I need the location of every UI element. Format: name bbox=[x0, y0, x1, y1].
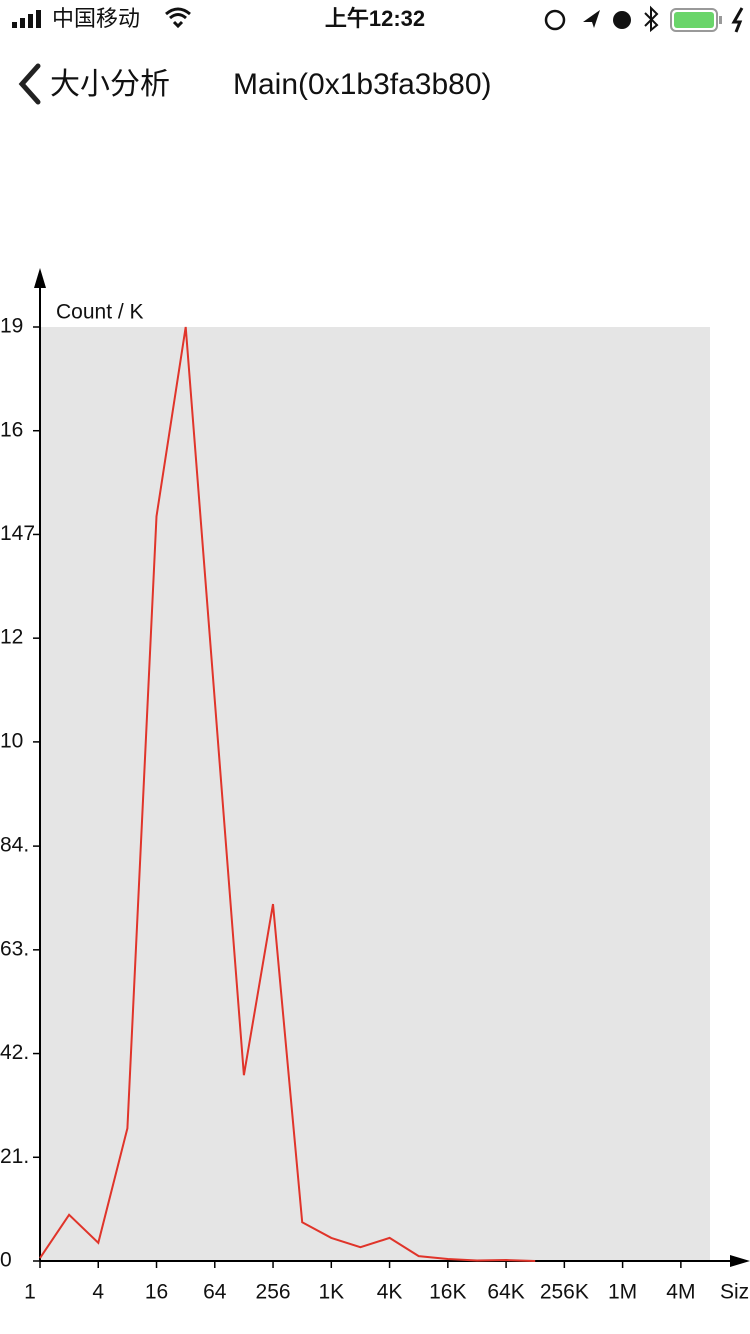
back-arrow[interactable] bbox=[18, 63, 41, 105]
alarm-icon bbox=[613, 11, 631, 29]
x-tick-label: 4K bbox=[377, 1281, 403, 1304]
battery-icon bbox=[670, 8, 718, 32]
y-tick-label: 42. bbox=[0, 1041, 29, 1064]
battery-tip bbox=[719, 16, 722, 24]
lock-icon bbox=[544, 9, 566, 31]
x-tick-label: 64K bbox=[487, 1281, 524, 1304]
x-axis-arrow bbox=[730, 1255, 750, 1267]
x-tick-label: 4M bbox=[666, 1281, 695, 1304]
carrier: 中国移动 bbox=[52, 6, 140, 31]
y-tick-label: 10 bbox=[0, 729, 23, 752]
y-tick-label: 19 bbox=[0, 315, 23, 338]
x-tick-label: 256 bbox=[256, 1281, 291, 1304]
x-tick-label: 16 bbox=[145, 1281, 168, 1304]
x-tick-label: 16K bbox=[429, 1281, 466, 1304]
nav-title: Main(0x1b3fa3b80) bbox=[233, 68, 492, 101]
wifi-icon bbox=[165, 7, 191, 29]
back-button[interactable]: 大小分析 bbox=[50, 68, 170, 101]
y-tick-label: 21. bbox=[0, 1145, 29, 1168]
plot-background bbox=[40, 327, 710, 1261]
x-axis-label: Siz bbox=[720, 1281, 749, 1304]
data-line bbox=[39, 326, 536, 1262]
y-axis-arrow bbox=[34, 268, 46, 288]
x-tick-label: 64 bbox=[203, 1281, 227, 1304]
y-tick-label: 84. bbox=[0, 834, 29, 857]
signal bbox=[12, 10, 41, 28]
clock: 上午12:32 bbox=[325, 6, 425, 31]
y-tick-label: 147 bbox=[0, 522, 35, 545]
x-tick-label: 1K bbox=[318, 1281, 344, 1304]
location-icon bbox=[583, 10, 600, 28]
x-tick-label: 1M bbox=[608, 1281, 637, 1304]
battery-level bbox=[674, 12, 714, 28]
y-tick-label: 0 bbox=[0, 1249, 12, 1272]
y-tick-label: 16 bbox=[0, 418, 23, 441]
x-tick-label: 4 bbox=[92, 1281, 104, 1304]
charging-icon bbox=[731, 7, 744, 33]
x-tick-label: 1 bbox=[24, 1281, 36, 1304]
chart: Count / K Siz 0 21. 42. 63. 84. 10 12 147 16 19 1 4 16… bbox=[0, 268, 750, 1304]
y-axis-label: Count / K bbox=[56, 301, 144, 324]
bluetooth-icon bbox=[644, 5, 659, 33]
y-tick-label: 12 bbox=[0, 626, 23, 649]
x-tick-label: 256K bbox=[540, 1281, 589, 1304]
y-tick-label: 63. bbox=[0, 937, 29, 960]
